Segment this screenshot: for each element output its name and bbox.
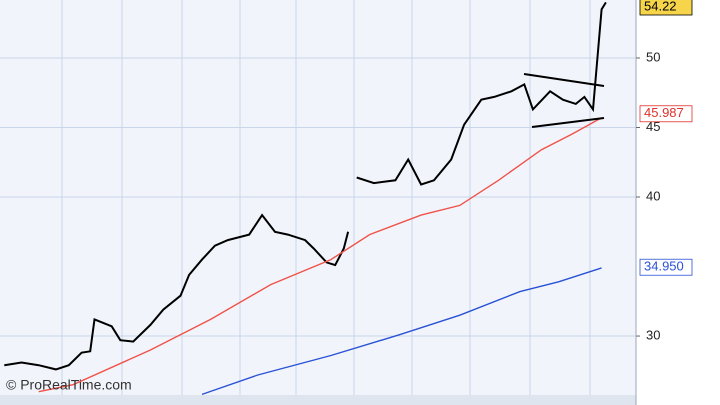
y-tick-label: 40 [646,188,660,203]
series-line [38,117,602,393]
triangle-pattern [523,73,605,128]
price-marker-label: 54.22 [644,0,677,13]
series-line [4,1,607,371]
price-marker-label: 34.950 [644,259,684,274]
price-marker [639,105,693,123]
lines [4,1,607,396]
watermark: © ProRealTime.com [6,377,132,393]
grid [0,57,636,337]
y-axis: 30 40 45 50 54.22 45.987 34.950 [636,0,693,342]
bottom-strip [0,395,636,405]
y-tick-label: 30 [646,327,660,342]
y-tick-label: 45 [646,119,660,134]
price-marker [639,0,693,16]
y-tick-label: 50 [646,49,660,64]
series-line [201,267,602,396]
axis-area [636,0,720,405]
price-marker [639,258,693,276]
price-marker-label: 45.987 [644,105,684,120]
